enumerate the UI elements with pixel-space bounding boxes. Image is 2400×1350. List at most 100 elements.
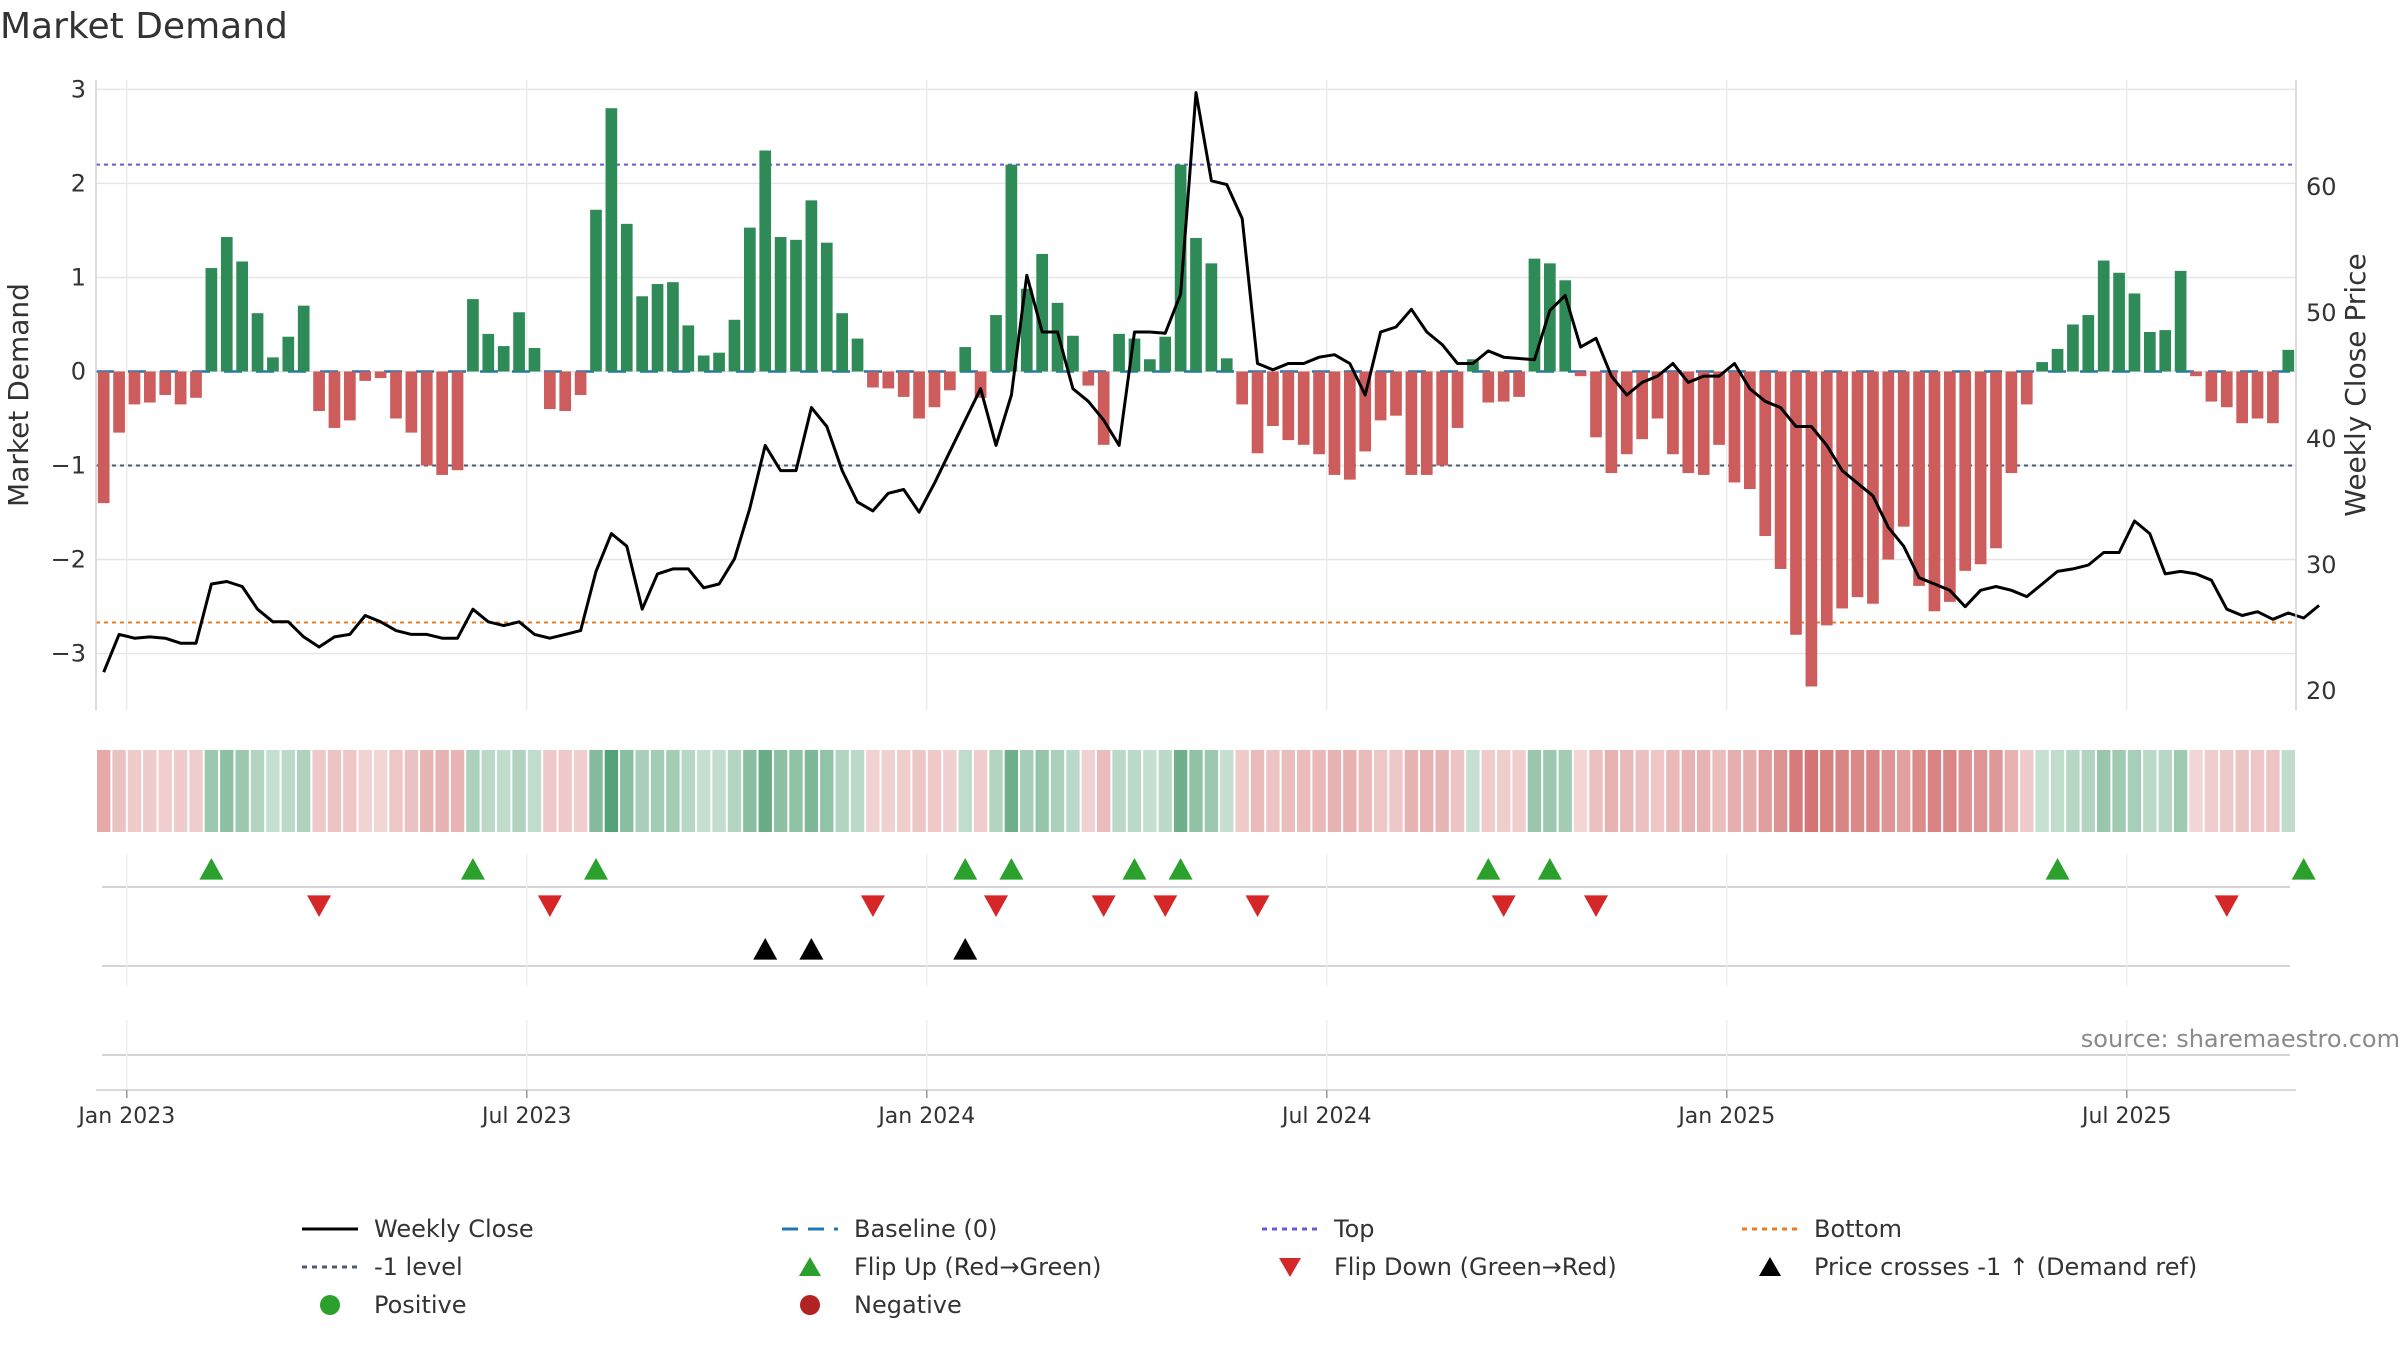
bar-negative xyxy=(1959,371,1972,571)
strip-cell-negative xyxy=(1266,750,1280,832)
strip-cell-positive xyxy=(1466,750,1480,832)
bar-positive xyxy=(713,352,725,372)
strip-cell-negative xyxy=(1666,750,1680,832)
strip-cell-positive xyxy=(1189,750,1203,832)
bar-positive xyxy=(651,284,664,372)
bar-positive xyxy=(1005,164,1018,372)
legend-label: Positive xyxy=(374,1291,467,1319)
bar-positive xyxy=(2113,272,2125,372)
y-tick-label-left: −2 xyxy=(51,546,86,574)
bar-positive xyxy=(959,347,972,372)
bar-negative xyxy=(97,371,110,504)
bar-negative xyxy=(1082,371,1095,386)
bar-positive xyxy=(744,227,756,372)
strip-cell-positive xyxy=(1127,750,1142,832)
strip-cell-negative xyxy=(1897,750,1911,832)
strip-cell-positive xyxy=(1173,750,1188,832)
bar-negative xyxy=(1759,371,1772,537)
bar-negative xyxy=(2005,371,2018,474)
legend-item: -1 level xyxy=(300,1248,780,1286)
bar-negative xyxy=(1605,371,1618,474)
strip-cell-positive xyxy=(835,750,849,832)
bar-positive xyxy=(2159,330,2172,372)
flip-up-marker xyxy=(999,858,1024,880)
strip-cell-negative xyxy=(1435,750,1449,832)
strip-cell-positive xyxy=(743,750,757,832)
bar-negative xyxy=(128,371,141,405)
strip-cell-negative xyxy=(450,750,465,832)
y-axis-title-right: Weekly Close Price xyxy=(2339,253,2372,516)
bar-negative xyxy=(574,371,587,395)
bar-positive xyxy=(1559,280,1572,372)
bar-negative xyxy=(1667,371,1679,455)
triangle-up-icon xyxy=(1740,1255,1800,1279)
legend-item: Price crosses -1 ↑ (Demand ref) xyxy=(1740,1248,2220,1286)
flip-up-marker xyxy=(584,858,608,880)
strip-cell-positive xyxy=(497,750,511,832)
strip-cell-negative xyxy=(189,750,203,832)
legend-item: Flip Up (Red→Green) xyxy=(780,1248,1260,1286)
strip-cell-positive xyxy=(789,750,803,832)
strip-cell-negative xyxy=(327,750,342,832)
x-tick-label: Jul 2024 xyxy=(1280,1104,1372,1129)
strip-cell-negative xyxy=(112,750,126,832)
bar-negative xyxy=(174,371,187,405)
strip-cell-negative xyxy=(1850,750,1865,832)
flip-up-marker xyxy=(1537,858,1562,880)
bar-negative xyxy=(328,371,341,428)
bar-negative xyxy=(2220,371,2233,408)
bar-negative xyxy=(1436,371,1448,466)
bar-positive xyxy=(2174,270,2187,372)
strip-cell-negative xyxy=(927,750,942,832)
flip-down-marker xyxy=(537,895,562,917)
strip-cell-positive xyxy=(266,750,280,832)
flip-down-marker xyxy=(984,895,1008,917)
bar-positive xyxy=(1174,164,1187,372)
strip-cell-positive xyxy=(250,750,265,832)
strip-cell-negative xyxy=(881,750,895,832)
legend-label: Bottom xyxy=(1814,1215,1903,1243)
bar-negative xyxy=(1682,371,1695,474)
strip-cell-negative xyxy=(1697,750,1711,832)
strip-cell-positive xyxy=(281,750,295,832)
strip-cell-positive xyxy=(1004,750,1019,832)
strip-cell-negative xyxy=(1250,750,1265,832)
bar-positive xyxy=(605,108,618,372)
strip-cell-negative xyxy=(343,750,357,832)
flip-down-marker xyxy=(1584,895,1608,917)
bar-positive xyxy=(620,223,633,372)
bar-negative xyxy=(1497,371,1510,402)
strip-cell-positive xyxy=(512,750,526,832)
bar-negative xyxy=(2190,371,2202,377)
bar-negative xyxy=(1574,371,1587,377)
bar-negative xyxy=(867,371,879,388)
bar-negative xyxy=(1974,371,1987,565)
bar-negative xyxy=(1297,371,1310,445)
bar-positive xyxy=(2051,348,2064,372)
axes: 3 2 1 0 −1 −2 −3 20 30 40 50 60 Market Demand Weekly … xyxy=(2,75,2372,710)
bar-positive xyxy=(851,338,864,372)
legend-item: Weekly Close xyxy=(300,1210,780,1248)
strip-cell-negative xyxy=(1973,750,1988,832)
strip-cell-negative xyxy=(1343,750,1357,832)
bar-negative xyxy=(2236,371,2248,424)
strip-cell-negative xyxy=(312,750,326,832)
bar-positive xyxy=(590,209,602,372)
strip-cell-negative xyxy=(1820,750,1834,832)
bar-negative xyxy=(1620,371,1633,455)
strip-cell-negative xyxy=(1450,750,1465,832)
bar-negative xyxy=(928,371,941,408)
bar-negative xyxy=(1451,371,1464,428)
bar-negative xyxy=(1251,371,1264,454)
strip-cell-positive xyxy=(1527,750,1542,832)
source-text: source: sharemaestro.com xyxy=(2081,1025,2400,1053)
strip-cell-negative xyxy=(1512,750,1526,832)
bar-positive xyxy=(1020,288,1033,372)
strip-cell-negative xyxy=(2250,750,2265,832)
bar-positive xyxy=(1467,359,1479,372)
strip-cell-negative xyxy=(943,750,957,832)
strip-cell-positive xyxy=(2081,750,2095,832)
strip-cell-negative xyxy=(1650,750,1665,832)
bar-negative xyxy=(559,371,572,411)
bar-positive xyxy=(205,268,218,372)
